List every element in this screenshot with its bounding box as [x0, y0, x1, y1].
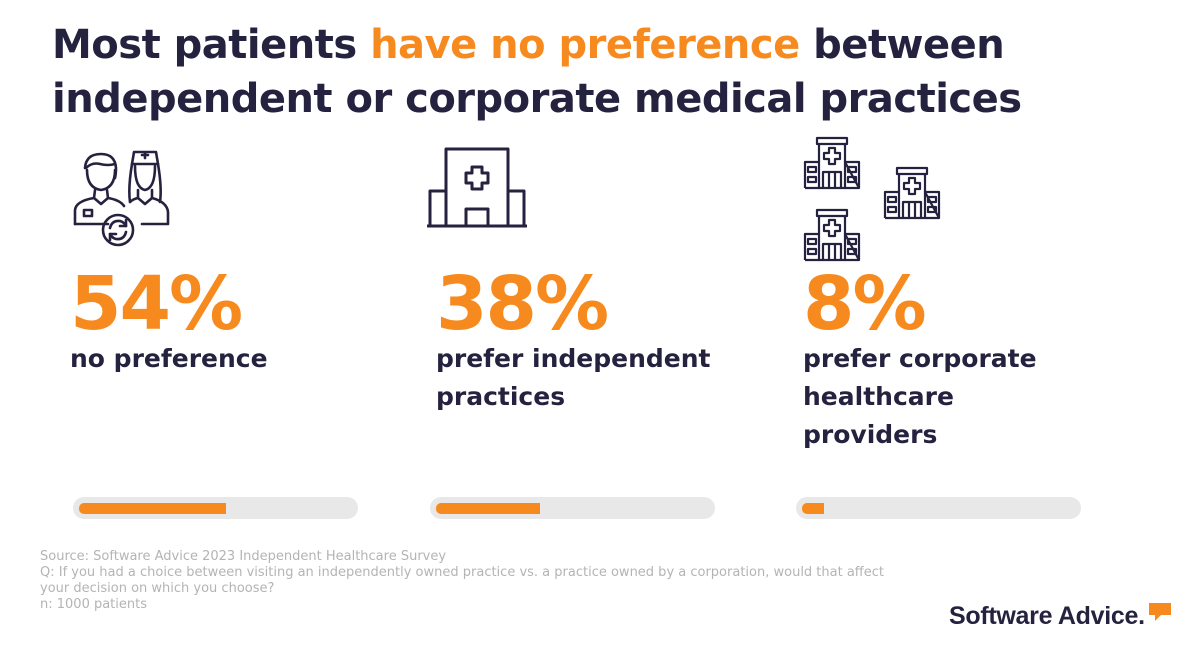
- stat-percent: 8%: [803, 261, 927, 347]
- question-line: Q: If you had a choice between visiting …: [40, 565, 885, 596]
- brand-logo-text: Software Advice.: [949, 602, 1145, 630]
- progress-track: [796, 497, 1081, 519]
- progress-track: [73, 497, 358, 519]
- stat-column-independent: 38% prefer independent practices: [427, 0, 776, 530]
- hospital-group-icon: [803, 136, 941, 262]
- progress-track: [430, 497, 715, 519]
- stat-percent: 54%: [70, 261, 243, 347]
- hospital-icon: [427, 147, 527, 228]
- source-note: Source: Software Advice 2023 Independent…: [40, 549, 900, 613]
- stat-label: prefer corporate healthcare providers: [803, 344, 1037, 449]
- stat-column-corporate: 8% prefer corporate healthcare providers: [796, 0, 1143, 530]
- doctors-exchange-icon: [73, 150, 170, 247]
- source-line: Source: Software Advice 2023 Independent…: [40, 549, 447, 564]
- stat-label: no preference: [70, 344, 268, 373]
- page-title: Most patients have no preference between…: [52, 18, 1172, 126]
- speech-bubble-icon: [1149, 603, 1171, 621]
- title-before: Most patients: [52, 22, 371, 68]
- progress-fill: [802, 503, 824, 514]
- progress-fill: [79, 503, 227, 514]
- stat-label: prefer independent practices: [436, 344, 711, 411]
- sample-line: n: 1000 patients: [40, 597, 148, 612]
- title-highlight: have no preference: [370, 22, 800, 68]
- progress-fill: [436, 503, 540, 514]
- stat-percent: 38%: [436, 261, 609, 347]
- stat-column-no-preference: 54% no preference: [70, 0, 410, 530]
- title-after: between independent or corporate medical…: [52, 22, 1022, 122]
